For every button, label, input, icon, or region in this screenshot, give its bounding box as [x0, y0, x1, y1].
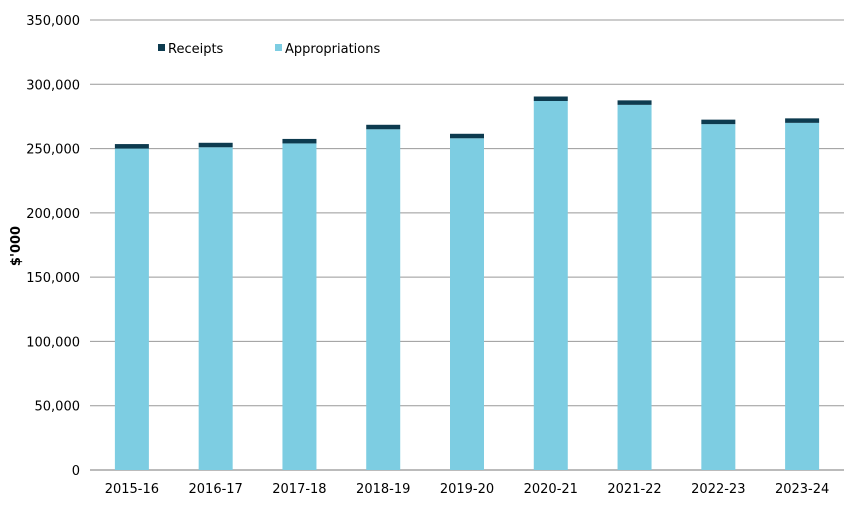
bar-receipts-2018-19 [366, 124, 401, 130]
bar-appropriations-2016-17 [198, 147, 233, 471]
bar-receipts-2019-20 [450, 133, 484, 139]
x-tick-label: 2021-22 [607, 482, 661, 497]
bar-appropriations-2017-18 [282, 143, 317, 470]
bar-appropriations-2020-21 [533, 101, 568, 470]
x-tick-label: 2022-23 [691, 482, 745, 497]
bar-receipts-2017-18 [282, 138, 317, 144]
y-tick-label: 250,000 [26, 143, 80, 158]
bar-receipts-2022-23 [701, 119, 736, 125]
legend-label-appropriations: Appropriations [285, 42, 380, 57]
bar-appropriations-2019-20 [450, 138, 484, 471]
x-tick-label: 2020-21 [524, 482, 578, 497]
bars [114, 96, 820, 471]
y-tick-label: 150,000 [26, 271, 80, 286]
legend-swatch-receipts [158, 44, 165, 51]
x-tick-label: 2018-19 [356, 482, 410, 497]
x-tick-label: 2016-17 [189, 482, 243, 497]
bar-appropriations-2015-16 [114, 148, 149, 471]
x-tick-label: 2015-16 [105, 482, 159, 497]
x-axis-ticks: 2015-16 2016-17 2017-18 2018-19 2019-20 2020-… [105, 482, 830, 497]
y-tick-label: 100,000 [26, 335, 80, 350]
bar-appropriations-2022-23 [701, 124, 736, 471]
bar-receipts-2016-17 [198, 142, 233, 148]
bar-appropriations-2018-19 [366, 129, 401, 471]
y-tick-label: 200,000 [26, 207, 80, 222]
y-axis-ticks: 0 50,000 100,000 150,000 200,000 250,000 300,0… [26, 14, 80, 479]
bar-receipts-2015-16 [114, 144, 149, 149]
bar-appropriations-2023-24 [785, 122, 820, 470]
legend-label-receipts: Receipts [168, 42, 224, 57]
y-tick-label: 50,000 [35, 400, 81, 415]
y-tick-label: 0 [72, 464, 80, 479]
legend-swatch-appropriations [275, 44, 282, 51]
y-tick-label: 350,000 [26, 14, 80, 29]
bar-appropriations-2021-22 [617, 104, 652, 470]
bar-receipts-2020-21 [533, 96, 568, 101]
x-tick-label: 2023-24 [775, 482, 829, 497]
bar-receipts-2023-24 [785, 118, 820, 123]
x-tick-label: 2019-20 [440, 482, 494, 497]
y-tick-label: 300,000 [26, 78, 80, 93]
x-tick-label: 2017-18 [272, 482, 326, 497]
y-axis-label: $'000 [9, 226, 24, 266]
bar-receipts-2021-22 [617, 100, 652, 105]
legend: Receipts Appropriations [158, 42, 380, 57]
